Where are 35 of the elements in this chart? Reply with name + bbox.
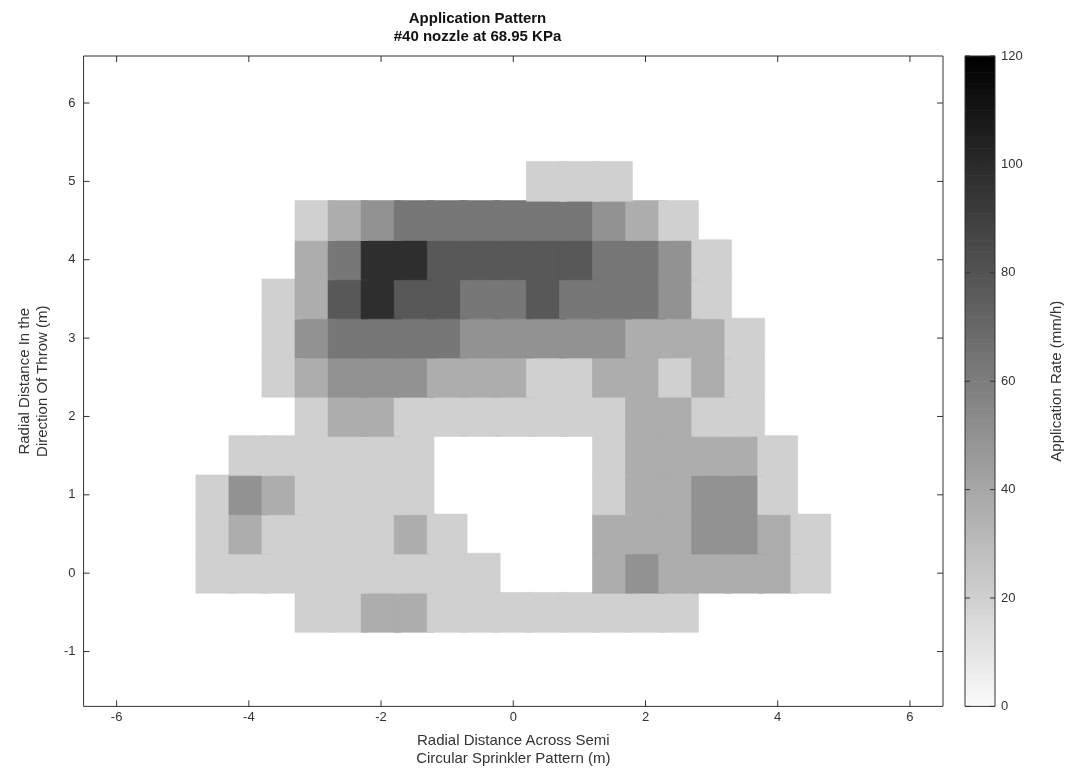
point	[757, 435, 798, 476]
x-tick-label: -4	[243, 708, 255, 724]
x-tick-label: -2	[375, 708, 387, 724]
point	[790, 552, 832, 594]
chart-title: Application Pattern	[408, 9, 547, 27]
point	[658, 592, 699, 633]
y-tick-label: -1	[64, 643, 76, 659]
y-tick-label: 4	[68, 251, 76, 267]
x-tick-label: 4	[774, 708, 782, 724]
x-tick-label: 0	[509, 708, 517, 724]
point	[724, 396, 765, 437]
point	[757, 474, 798, 516]
color-bar-label: 100	[1001, 155, 1023, 171]
color-bar-label: 80	[1001, 264, 1016, 280]
y-tick-label: 2	[68, 408, 76, 424]
color-bar-label: 60	[1001, 372, 1016, 388]
color-bar-label: 20	[1001, 589, 1016, 605]
color-bar-title: Application Rate (mm/h)	[1047, 300, 1065, 462]
color-bar-label: 120	[1001, 47, 1023, 63]
y-axis-title: Radial Distance In the Direction Of Throw (m)	[15, 305, 51, 457]
y-tick-label: 3	[68, 329, 76, 345]
x-tick-label: 2	[641, 708, 650, 724]
x-tick-label: 6	[906, 708, 914, 724]
point	[592, 161, 633, 202]
y-tick-label: 1	[68, 486, 76, 502]
y-tick-label: 0	[68, 564, 76, 580]
point	[790, 513, 832, 555]
y-tick-label: 6	[68, 94, 76, 110]
y-tick-label: 5	[68, 172, 76, 188]
color-bar-label: 0	[1001, 697, 1009, 713]
point	[426, 513, 468, 555]
x-axis-title: Radial Distance Across Semi Circular Sprinkler Pattern (m)	[416, 731, 611, 767]
x-tick-label: -6	[110, 708, 123, 724]
color-bar-label: 40	[1001, 481, 1016, 497]
chart-subtitle: #40 nozzle at 68.95 KPa	[393, 27, 562, 45]
